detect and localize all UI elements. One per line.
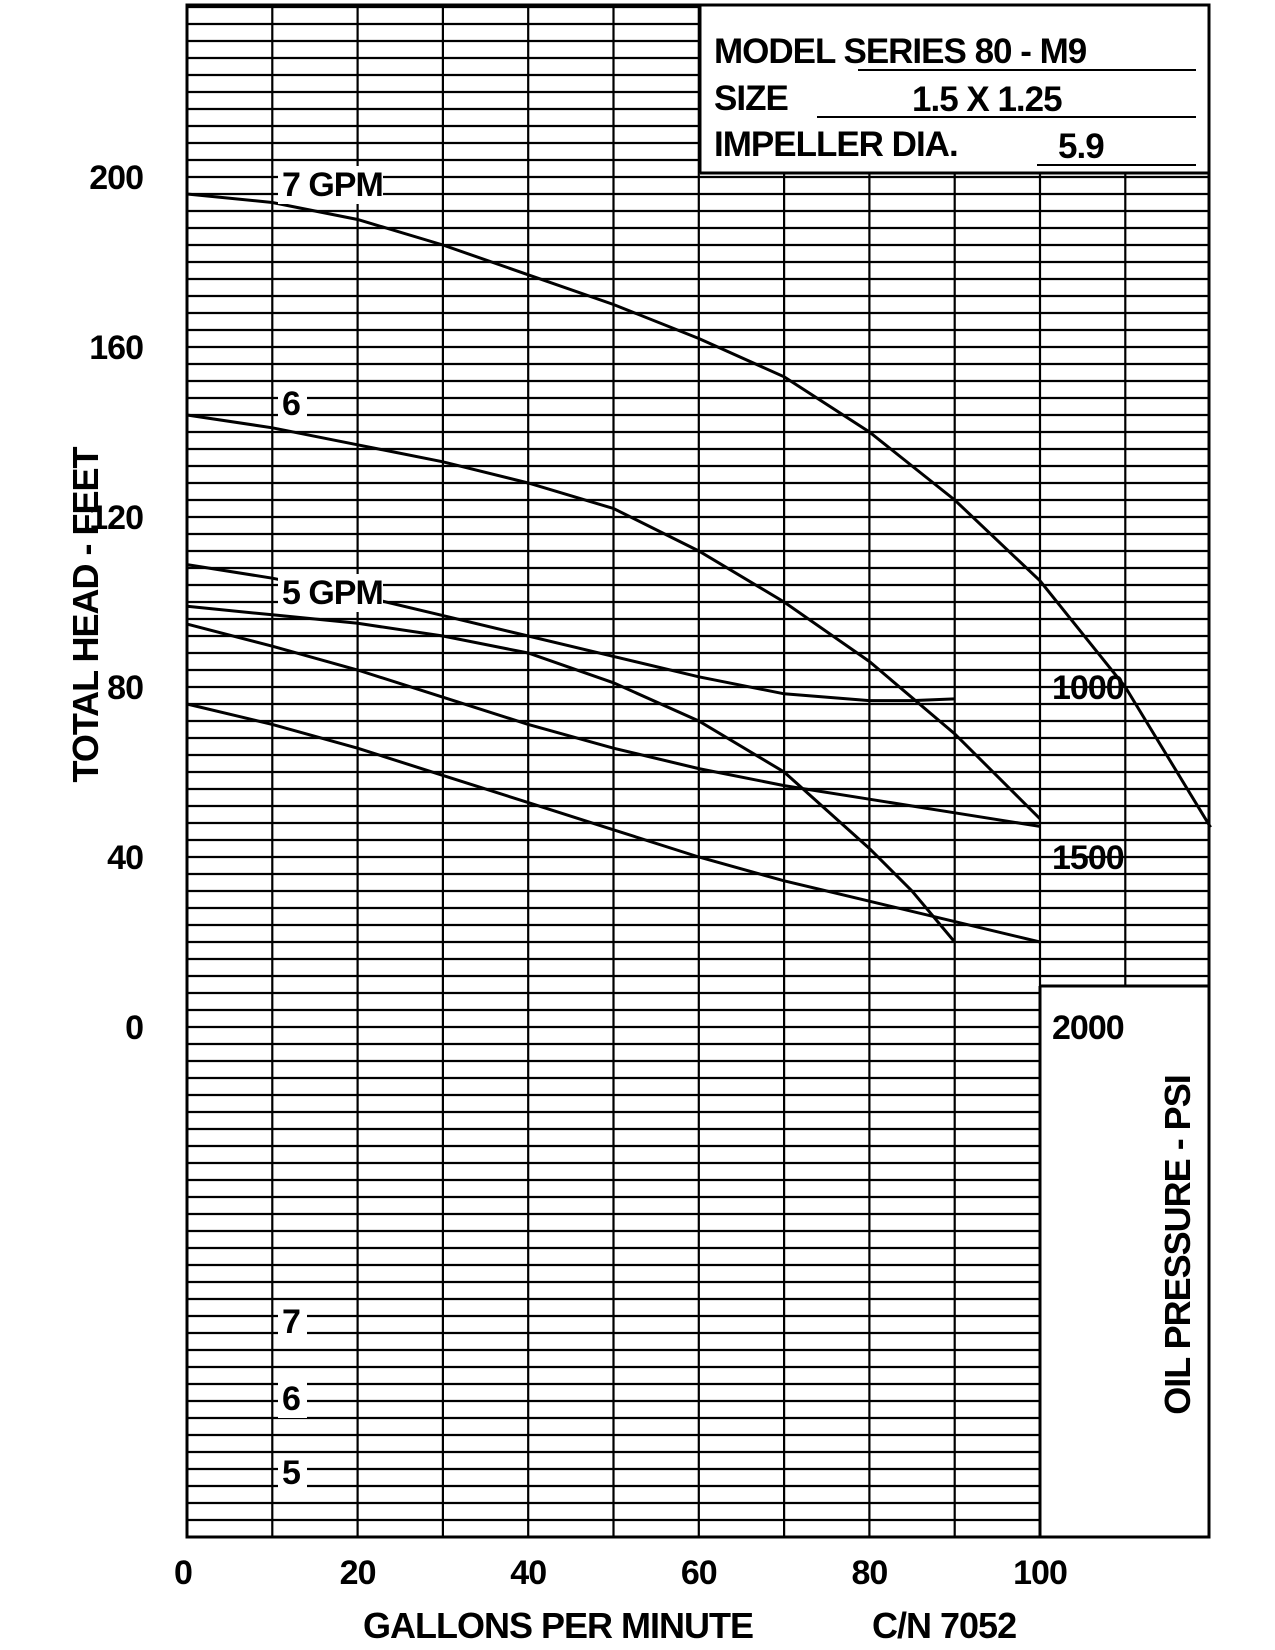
y-axis-title-pressure: OIL PRESSURE - PSI bbox=[1157, 1075, 1198, 1414]
grid-lines bbox=[185, 3, 1211, 1539]
x-tick-label: 20 bbox=[340, 1554, 376, 1592]
x-tick-label: 80 bbox=[851, 1554, 887, 1592]
x-tick-label: 40 bbox=[510, 1554, 546, 1592]
head-series-label-bg bbox=[278, 385, 307, 423]
pressure-tick-label: 1000 bbox=[1052, 669, 1124, 707]
head-tick-label: 160 bbox=[89, 329, 143, 367]
pressure-series-label-bg bbox=[278, 1303, 307, 1341]
head-series-label: 7 GPM bbox=[282, 166, 383, 204]
head-curve-0 bbox=[186, 192, 1212, 829]
size-label: SIZE bbox=[714, 79, 788, 118]
pressure-curve-1 bbox=[186, 622, 1041, 828]
pressure-series-label: 5 bbox=[282, 1454, 300, 1492]
impeller-label: IMPELLER DIA. bbox=[714, 125, 958, 164]
pressure-series-label-bg bbox=[278, 1454, 307, 1492]
head-series-label: 6 bbox=[282, 385, 300, 423]
head-tick-label: 40 bbox=[107, 839, 143, 877]
model-label: MODEL SERIES 80 - M9 bbox=[714, 32, 1087, 71]
catalog-number: C/N 7052 bbox=[872, 1605, 1016, 1646]
head-series-label-bg bbox=[278, 574, 383, 612]
x-tick-label: 0 bbox=[174, 1554, 192, 1592]
pressure-series-label: 6 bbox=[282, 1380, 300, 1418]
x-tick-label: 60 bbox=[681, 1554, 717, 1592]
pressure-curve-0 bbox=[186, 702, 1041, 944]
head-tick-label: 200 bbox=[89, 159, 143, 197]
x-tick-label: 100 bbox=[1013, 1554, 1067, 1592]
impeller-value: 5.9 bbox=[1058, 127, 1104, 166]
x-axis-title: GALLONS PER MINUTE bbox=[363, 1605, 753, 1646]
head-curve-2 bbox=[186, 604, 956, 943]
size-value: 1.5 X 1.25 bbox=[912, 80, 1062, 119]
head-curve-1 bbox=[186, 413, 1042, 820]
pressure-tick-label: 1500 bbox=[1052, 839, 1124, 877]
y-axis-title-head: TOTAL HEAD - FEET bbox=[65, 446, 106, 782]
pressure-series-label: 7 bbox=[282, 1303, 300, 1341]
chart-frame bbox=[185, 3, 1211, 1539]
head-tick-label: 80 bbox=[107, 669, 143, 707]
head-series-label-bg bbox=[278, 166, 383, 204]
head-tick-label: 120 bbox=[89, 499, 143, 537]
pressure-tick-label: 2000 bbox=[1052, 1009, 1124, 1047]
pressure-series-label-bg bbox=[278, 1380, 307, 1418]
head-series-label: 5 GPM bbox=[282, 574, 383, 612]
head-tick-label: 0 bbox=[125, 1009, 143, 1047]
